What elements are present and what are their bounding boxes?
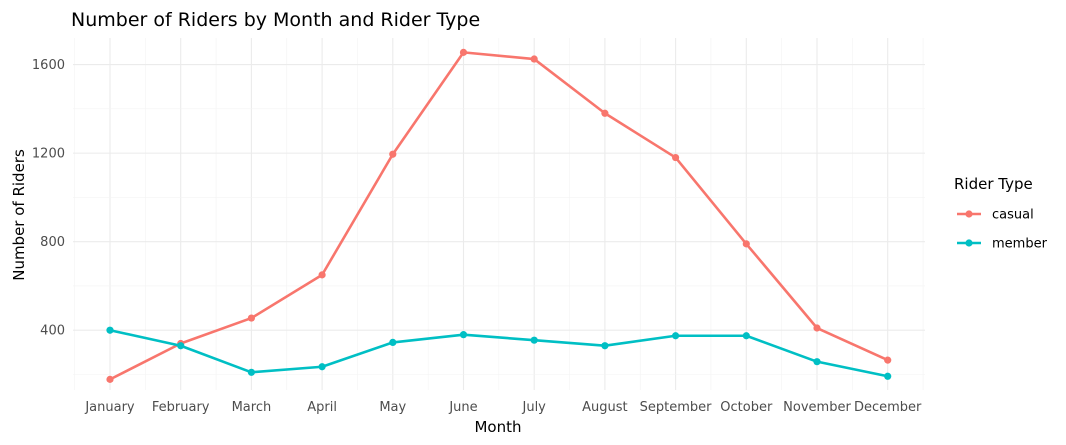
data-point-casual bbox=[389, 150, 397, 158]
series-line-casual bbox=[109, 51, 889, 381]
data-point-member bbox=[106, 326, 114, 334]
y-axis-ticks: 400 800 1200 1600 bbox=[32, 58, 65, 339]
y-tick-label: 800 bbox=[40, 235, 65, 250]
x-tick-label: May bbox=[379, 400, 406, 415]
data-point-member bbox=[177, 342, 185, 350]
legend-key-casual bbox=[957, 210, 981, 218]
x-tick-label: February bbox=[152, 400, 210, 415]
data-point-casual bbox=[247, 314, 255, 322]
series-member bbox=[106, 326, 892, 380]
y-tick-label: 1200 bbox=[32, 147, 65, 162]
legend: Rider Type casual member bbox=[954, 175, 1048, 252]
legend-label-member: member bbox=[992, 237, 1048, 252]
data-point-member bbox=[742, 332, 750, 340]
data-point-member bbox=[247, 368, 255, 376]
y-tick-label: 400 bbox=[40, 324, 65, 339]
x-tick-label: April bbox=[307, 400, 337, 415]
legend-label-casual: casual bbox=[992, 208, 1034, 223]
data-point-casual bbox=[742, 240, 750, 248]
data-point-casual bbox=[813, 324, 821, 332]
data-point-member bbox=[813, 358, 821, 366]
x-tick-label: September bbox=[640, 400, 713, 415]
legend-title: Rider Type bbox=[954, 175, 1033, 193]
data-point-member bbox=[601, 342, 609, 350]
x-tick-label: November bbox=[783, 400, 851, 415]
data-point-member bbox=[672, 332, 680, 340]
x-tick-label: March bbox=[232, 400, 272, 415]
series-line-member bbox=[109, 328, 888, 378]
data-point-casual bbox=[106, 375, 114, 383]
data-point-casual bbox=[530, 55, 538, 63]
x-tick-label: December bbox=[854, 400, 922, 415]
data-point-member bbox=[318, 363, 326, 371]
chart-title: Number of Riders by Month and Rider Type bbox=[71, 9, 480, 31]
series-lines bbox=[106, 48, 892, 383]
x-tick-label: January bbox=[84, 400, 135, 415]
x-tick-label: October bbox=[720, 400, 773, 415]
y-axis-title: Number of Riders bbox=[10, 149, 28, 281]
x-tick-label: June bbox=[448, 400, 477, 415]
data-point-casual bbox=[884, 356, 892, 364]
data-point-casual bbox=[459, 48, 468, 56]
data-point-member bbox=[884, 372, 892, 380]
data-point-casual bbox=[318, 271, 326, 279]
data-point-member bbox=[389, 338, 397, 347]
data-point-casual bbox=[601, 109, 609, 117]
x-tick-label: August bbox=[582, 400, 628, 415]
x-tick-label: July bbox=[522, 400, 547, 415]
data-point-casual bbox=[672, 153, 680, 162]
legend-key-member bbox=[957, 239, 981, 247]
data-point-member bbox=[459, 331, 468, 339]
x-axis-title: Month bbox=[474, 418, 521, 436]
y-tick-label: 1600 bbox=[32, 58, 65, 73]
series-casual bbox=[106, 48, 892, 383]
data-point-member bbox=[530, 336, 538, 344]
x-axis-ticks: January February March April May June July Augu… bbox=[84, 400, 922, 415]
